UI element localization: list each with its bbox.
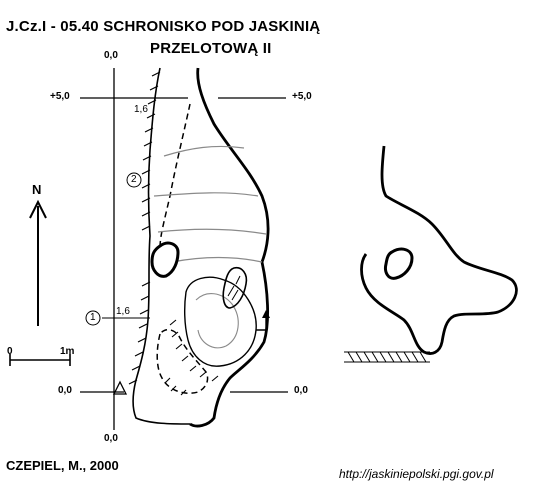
section-direction-arrow-icon xyxy=(256,314,267,331)
contour-2 xyxy=(153,192,259,197)
rock-pillar xyxy=(150,241,180,278)
reference-label-right-upper: +5,0 xyxy=(292,91,312,102)
cave-wall-right xyxy=(189,67,270,428)
depth-label-upper: 1,6 xyxy=(134,104,148,115)
reference-label-left-lower: 0,0 xyxy=(58,385,72,396)
cave-title-line1: J.Cz.I - 05.40 SCHRONISKO POD JASKINIĄ xyxy=(6,18,321,35)
cross-section-floor-hatch xyxy=(344,351,430,363)
section-marker-2-label: 2 xyxy=(131,174,137,185)
ceiling-projection-line xyxy=(159,103,191,249)
reference-label-top: 0,0 xyxy=(104,50,118,61)
section-marker-1-label: 1 xyxy=(90,312,96,323)
cross-section-pillar xyxy=(384,247,414,280)
scale-start-label: 0 xyxy=(7,346,13,357)
section-marker-1 xyxy=(85,310,101,326)
lower-dashed-outline xyxy=(156,328,209,394)
north-label: N xyxy=(32,182,42,197)
reference-label-left-upper: +5,0 xyxy=(50,91,70,102)
contour-1 xyxy=(163,145,245,157)
cross-section-outline xyxy=(360,145,518,355)
depth-label-lower: 1,6 xyxy=(116,306,130,317)
inner-chamber xyxy=(183,276,257,367)
scale-end-label: 1m xyxy=(60,346,75,357)
cave-wall-left xyxy=(132,67,191,425)
contour-3 xyxy=(157,228,267,235)
boulder xyxy=(222,266,248,309)
contour-4 xyxy=(171,256,263,263)
survey-station-triangle-icon xyxy=(112,380,128,395)
section-marker-2 xyxy=(126,172,142,188)
reference-label-bottom: 0,0 xyxy=(104,433,118,444)
inner-chamber-contour xyxy=(195,293,239,349)
author-credit: CZEPIEL, M., 2000 xyxy=(6,458,119,473)
boulder-hatch xyxy=(227,275,241,301)
reference-label-right-lower: 0,0 xyxy=(294,385,308,396)
source-url[interactable]: http://jaskiniepolski.pgi.gov.pl xyxy=(339,467,494,481)
cave-title-line2: PRZELOTOWĄ II xyxy=(150,40,272,57)
cave-wall-hatch xyxy=(128,71,161,385)
chamber-hatch xyxy=(164,319,219,396)
